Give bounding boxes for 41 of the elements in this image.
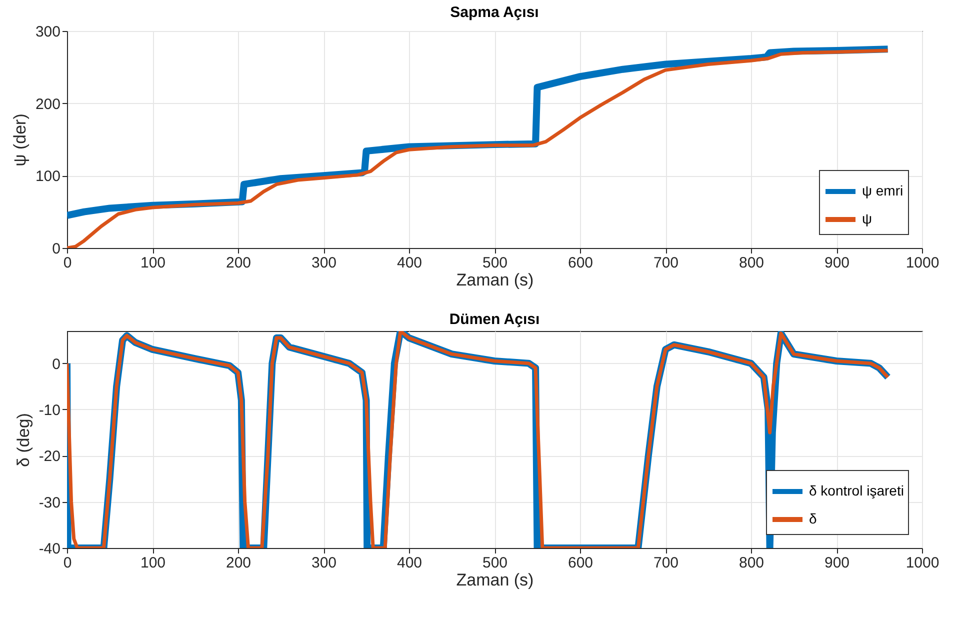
x-tick-label: 1000 <box>906 554 940 572</box>
y-tick-label: -40 <box>38 540 60 558</box>
x-tick-label: 200 <box>226 554 252 572</box>
x-tick-label: 1000 <box>906 254 940 272</box>
x-tick-label: 600 <box>568 554 594 572</box>
y-tick-label: -20 <box>38 448 60 466</box>
y-tick-label: 300 <box>35 24 60 40</box>
x-tick-label: 300 <box>311 254 337 272</box>
x-tick-label: 0 <box>63 554 72 572</box>
x-axis-title: Zaman (s) <box>456 570 534 590</box>
x-tick-label: 300 <box>311 554 337 572</box>
y-tick-label: -10 <box>38 402 60 419</box>
x-tick-label: 500 <box>482 554 508 572</box>
x-tick-label: 800 <box>738 554 764 572</box>
x-tick-label: 400 <box>396 254 422 272</box>
legend-label: δ kontrol işareti <box>809 482 904 498</box>
x-tick-label: 700 <box>653 254 679 272</box>
legend-label: ψ <box>862 210 872 226</box>
y-tick-label: 0 <box>52 240 60 258</box>
y-tick-label: 0 <box>52 356 60 373</box>
y-axis-title: δ (deg) <box>14 413 33 467</box>
y-tick-label: -30 <box>38 494 60 512</box>
legend-label: ψ emri <box>862 182 904 198</box>
y-tick-label: 200 <box>35 96 60 113</box>
legend-label: δ <box>809 510 817 526</box>
x-tick-label: 400 <box>396 554 422 572</box>
x-axis-title: Zaman (s) <box>456 270 534 290</box>
x-tick-label: 900 <box>824 254 850 272</box>
x-tick-label: 500 <box>482 254 508 272</box>
x-tick-label: 900 <box>824 554 850 572</box>
x-tick-label: 200 <box>226 254 252 272</box>
x-tick-label: 600 <box>568 254 594 272</box>
x-tick-label: 700 <box>653 554 679 572</box>
y-tick-label: 100 <box>35 168 60 186</box>
chart-title: Sapma Açısı <box>450 4 539 21</box>
x-tick-label: 100 <box>140 254 166 272</box>
x-tick-label: 100 <box>140 554 166 572</box>
x-tick-label: 0 <box>63 254 72 272</box>
chart-title: Dümen Açısı <box>449 311 540 328</box>
x-tick-label: 800 <box>738 254 764 272</box>
y-axis-title: ψ (der) <box>10 114 30 166</box>
